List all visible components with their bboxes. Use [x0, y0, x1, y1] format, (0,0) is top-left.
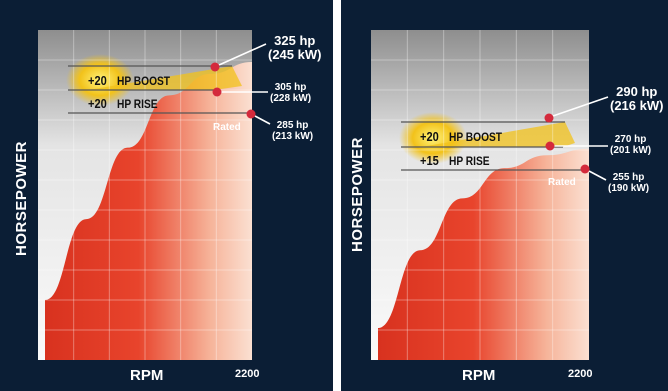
boost-band — [88, 66, 242, 90]
x-axis-label: RPM — [462, 367, 496, 384]
boost-band-label: +20 HP BOOST — [420, 129, 502, 144]
boost-hp-callout: 290 hp (216 kW) — [610, 84, 664, 114]
callout-leader-line — [254, 115, 271, 125]
rated-label: Rated — [213, 122, 241, 133]
callout-kw: (190 kW) — [608, 182, 650, 194]
callout-kw: (201 kW) — [610, 144, 652, 156]
boost-glow — [399, 112, 467, 164]
callout-dot — [544, 113, 554, 123]
rated-hp-callout: 285 hp (213 kW) — [272, 120, 314, 143]
rise-band-label: +15 HP RISE — [420, 153, 490, 168]
callout-leader-line — [552, 96, 609, 117]
x-tick-label: 2200 — [235, 368, 260, 380]
rise-text: HP RISE — [448, 154, 490, 168]
boost-value: +20 — [88, 73, 107, 88]
rise-text: HP RISE — [116, 97, 158, 111]
callout-dot — [545, 141, 555, 151]
boost-band-label: +20 HP BOOST — [88, 73, 170, 88]
callout-kw: (213 kW) — [272, 130, 314, 142]
right-chart-svg — [371, 30, 609, 360]
x-tick-label: 2200 — [568, 368, 593, 380]
callout-kw: (228 kW) — [270, 92, 312, 104]
boost-glow — [66, 54, 134, 106]
rated-hp-callout: 255 hp (190 kW) — [608, 172, 650, 195]
callout-dot — [212, 87, 222, 97]
y-axis-label: HORSEPOWER — [349, 136, 366, 252]
x-axis-label: RPM — [130, 367, 164, 384]
callout-hp: 255 hp — [612, 172, 645, 183]
rise-hp-callout: 305 hp (228 kW) — [270, 82, 312, 105]
callout-hp: 290 hp — [616, 84, 658, 99]
boost-value: +20 — [420, 129, 439, 144]
callout-kw: (245 kW) — [268, 47, 322, 63]
horsepower-curve-area — [378, 148, 589, 360]
left-chart-svg — [38, 30, 271, 360]
callout-hp: 325 hp — [274, 33, 316, 48]
boost-text: HP BOOST — [448, 130, 503, 144]
right-chart-panel: HORSEPOWER RPM 2200 +20 HP BOOST +15 HP RI… — [341, 0, 668, 391]
rise-band-label: +20 HP RISE — [88, 96, 158, 111]
rated-label: Rated — [548, 177, 576, 188]
rise-hp-callout: 270 hp (201 kW) — [610, 134, 652, 157]
callout-leader-line — [588, 170, 607, 181]
callout-hp: 305 hp — [274, 82, 307, 93]
left-chart-panel: HORSEPOWER RPM 2200 +20 HP BOOST +20 HP RI… — [0, 0, 333, 391]
rise-value: +15 — [420, 153, 439, 168]
callout-kw: (216 kW) — [610, 98, 664, 114]
callout-dot — [580, 164, 590, 174]
boost-band — [421, 122, 575, 147]
callout-hp: 285 hp — [276, 120, 309, 131]
callout-leader-line — [218, 43, 267, 66]
boost-text: HP BOOST — [116, 74, 171, 88]
callout-dot — [210, 62, 220, 72]
y-axis-label: HORSEPOWER — [13, 140, 30, 256]
rise-value: +20 — [88, 96, 107, 111]
boost-hp-callout: 325 hp (245 kW) — [268, 33, 322, 63]
callout-hp: 270 hp — [614, 134, 647, 145]
horsepower-curve-area — [45, 62, 252, 360]
callout-dot — [246, 109, 256, 119]
